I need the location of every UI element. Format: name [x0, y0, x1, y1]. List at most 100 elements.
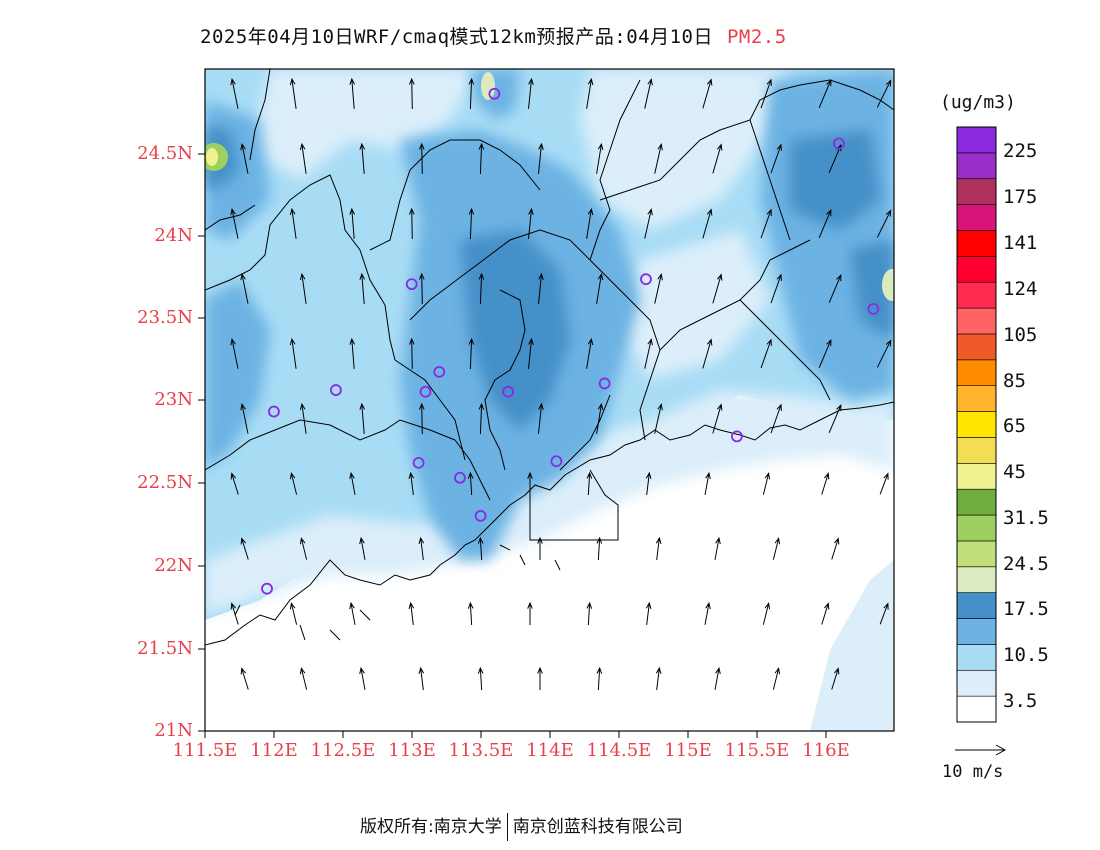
wind-arrow [644, 79, 652, 109]
y-label-21: 21N [154, 720, 193, 741]
boundary-4 [409, 229, 591, 321]
wind-arrow [241, 404, 249, 434]
station-marker [502, 385, 515, 398]
wind-arrow-head [349, 337, 356, 345]
wind-arrow [770, 144, 782, 174]
wind-arrow-head [836, 274, 842, 282]
wind-arrow [420, 668, 424, 690]
wind-arrow [351, 79, 355, 109]
wind-arrow-head [409, 77, 415, 85]
boundary-6 [484, 289, 526, 471]
wind-arrow [704, 473, 710, 495]
wind-arrow [760, 209, 772, 239]
x-label-114: 114E [526, 740, 574, 761]
wind-arrow [350, 603, 356, 625]
wind-arrow [538, 404, 542, 434]
wind-arrow [656, 668, 660, 690]
legend-frame [956, 126, 997, 723]
wind-arrow-head [359, 272, 366, 280]
station-marker [433, 365, 446, 378]
boundary-9 [589, 79, 641, 261]
wind-arrow-head [764, 472, 771, 480]
wind-arrow-head [655, 666, 662, 674]
wind-arrow-head [597, 142, 604, 151]
wind-arrow-head [766, 338, 772, 346]
wind-arrow-head [527, 471, 533, 479]
wind-arrow-head [349, 207, 356, 215]
wind-arrow [714, 668, 720, 690]
wind-arrow [479, 667, 483, 691]
wind-arrow [656, 538, 660, 560]
wind-arrow [828, 404, 842, 434]
station-marker [261, 582, 273, 595]
wind-arrow-head [764, 602, 771, 610]
wind-arrow-head [419, 402, 425, 410]
title-main: 2025年04月10日WRF/cmaq模式12km预报产品:04月10日 [200, 26, 713, 48]
wind-arrow [361, 404, 365, 434]
wind-arrow-head [408, 601, 415, 609]
wind-arrow [241, 144, 249, 174]
wind-arrow [644, 209, 652, 239]
wind-arrow [350, 473, 356, 495]
wind-arrows [230, 77, 892, 755]
station-marker [832, 137, 845, 150]
wind-arrow-head [349, 601, 355, 610]
station-marker [412, 456, 425, 469]
legend-swatch [956, 281, 997, 309]
wind-arrow [702, 209, 712, 239]
wind-arrow [644, 339, 652, 369]
wind-arrow [421, 273, 423, 305]
y-label-23-5: 23.5N [137, 307, 193, 328]
wind-arrow [586, 339, 592, 369]
wind-arrow-head [824, 472, 830, 480]
field-east-hotspot [882, 269, 894, 301]
wind-arrow [880, 734, 888, 755]
boundaries [205, 69, 894, 646]
wind-arrow [654, 144, 662, 174]
wind-arrow-head [706, 733, 711, 739]
legend-label-225: 225 [1003, 140, 1038, 162]
wind-arrow-head [645, 601, 652, 609]
wind-arrow [469, 338, 473, 370]
wind-arrow-head [240, 403, 246, 411]
wind-arrow [596, 404, 602, 434]
wind-arrow-head [418, 536, 425, 544]
boundary-7 [589, 259, 661, 441]
field-east-core [790, 130, 880, 230]
axis-ticks [198, 153, 827, 738]
wind-arrow-head [289, 472, 296, 480]
legend-label-24-5: 24.5 [1003, 553, 1049, 575]
wind-arrow-head [597, 272, 604, 281]
map-title: 2025年04月10日WRF/cmaq模式12km预报产品:04月10日 PM2.… [200, 22, 787, 49]
wind-arrow [301, 404, 307, 434]
boundary-8 [599, 79, 894, 201]
wind-arrow-head [478, 272, 485, 280]
wind-arrow [828, 144, 842, 174]
wind-arrow [831, 538, 839, 560]
wind-arrow [818, 209, 832, 239]
wind-arrow-head [883, 472, 889, 480]
wind-arrow [351, 209, 355, 239]
x-label-111-5: 111.5E [172, 740, 238, 761]
wind-arrow-head [706, 78, 713, 86]
legend-swatch [956, 178, 997, 205]
x-label-113-5: 113.5E [448, 740, 514, 761]
boundary-11 [739, 299, 831, 401]
station-marker [330, 384, 342, 396]
wind-arrow [596, 144, 602, 174]
wind-arrow [241, 538, 249, 560]
wind-arrow [654, 404, 662, 434]
boundary-13 [249, 69, 271, 161]
wind-arrow-head [706, 208, 713, 216]
wind-arrow-head [776, 273, 782, 281]
x-label-112-5: 112.5E [310, 740, 376, 761]
wind-arrow-head [477, 536, 484, 544]
wind-arrow-head [774, 667, 781, 675]
wind-arrow-head [408, 471, 415, 479]
wind-arrow-head [299, 272, 306, 281]
wind-arrow-head [419, 272, 425, 280]
x-label-113: 113E [388, 740, 436, 761]
wind-arrow-head [647, 78, 653, 86]
wind-arrow-head [885, 209, 892, 217]
wind-arrow-head [409, 733, 414, 739]
